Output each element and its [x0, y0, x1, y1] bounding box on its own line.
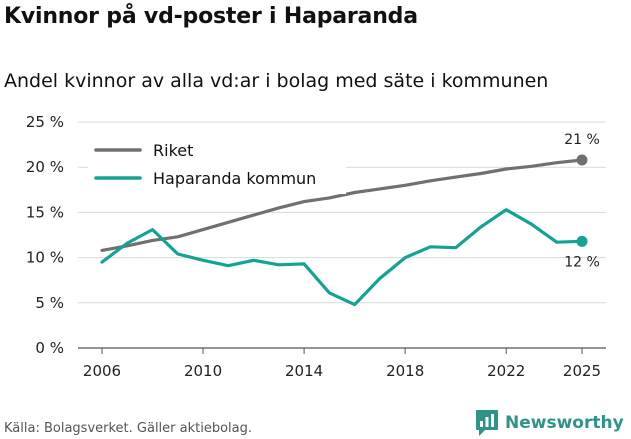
y-tick-label-10: 10 %	[26, 249, 64, 267]
newsworthy-logo-icon	[476, 410, 498, 436]
legend-background	[88, 132, 346, 194]
x-tick-label-2010: 2010	[184, 362, 222, 380]
legend-label-riket: Riket	[153, 141, 193, 160]
y-tick-label-0: 0 %	[35, 339, 64, 357]
y-tick-label-15: 15 %	[26, 203, 64, 221]
legend-label-haparanda: Haparanda kommun	[153, 169, 316, 188]
y-axis-ticks: 0 % 5 % 10 % 15 % 20 % 25 %	[26, 113, 64, 357]
newsworthy-logo: Newsworthy	[475, 409, 624, 437]
series-line-riket	[100, 158, 584, 252]
y-tick-label-20: 20 %	[26, 158, 64, 176]
chart-subtitle: Andel kvinnor av alla vd:ar i bolag med …	[4, 70, 549, 92]
x-tick-label-2018: 2018	[386, 362, 424, 380]
end-label-riket: 21 %	[564, 132, 600, 148]
x-tick-label-2025: 2025	[563, 362, 601, 380]
series-end-marker-riket	[576, 154, 588, 166]
legend: Riket Haparanda kommun	[88, 132, 346, 194]
x-tick-label-2014: 2014	[285, 362, 323, 380]
source-note: Källa: Bolagsverket. Gäller aktiebolag.	[4, 421, 253, 436]
series-lines: 21 % 12 %	[100, 132, 600, 307]
x-axis-ticks: 2006 2010 2014 2018 2022 2025	[83, 348, 601, 380]
chart-title: Kvinnor på vd-poster i Haparanda	[4, 4, 418, 29]
end-label-haparanda: 12 %	[564, 254, 600, 270]
series-line-haparanda	[100, 208, 584, 307]
x-tick-label-2006: 2006	[83, 362, 121, 380]
y-tick-label-25: 25 %	[26, 113, 64, 131]
newsworthy-brand-name: Newsworthy	[505, 413, 624, 433]
y-tick-label-5: 5 %	[35, 294, 64, 312]
series-end-marker-haparanda	[576, 235, 588, 247]
x-tick-label-2022: 2022	[487, 362, 525, 380]
